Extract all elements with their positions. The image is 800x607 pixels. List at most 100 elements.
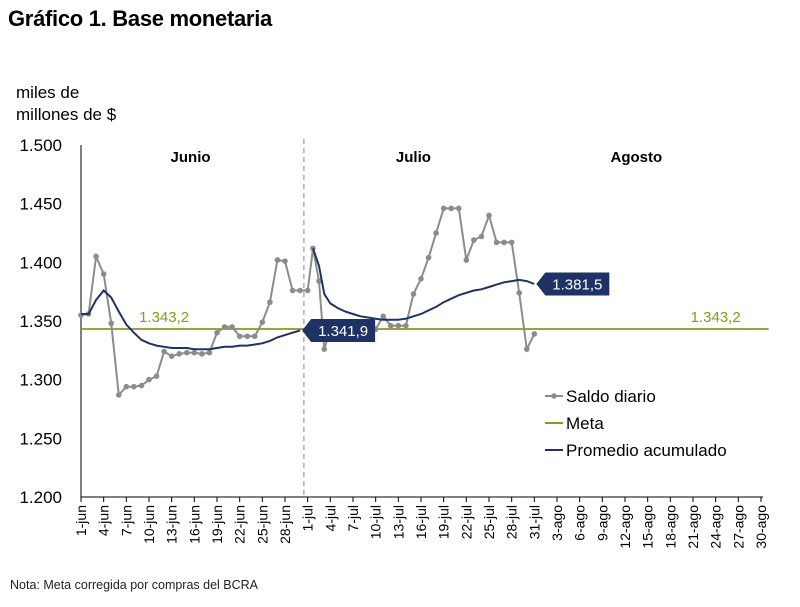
x-tick-label: 24-ago (708, 505, 724, 549)
saldo-diario-marker (493, 239, 500, 246)
x-tick-label: 21-ago (685, 505, 701, 549)
saldo-diario-marker (282, 258, 288, 264)
saldo-diario-marker (463, 257, 470, 263)
x-tick-label: 4-jun (96, 505, 112, 536)
saldo-diario-marker (387, 322, 394, 329)
y-tick-label: 1.500 (19, 136, 62, 155)
x-tick-label: 19-jun (209, 505, 225, 544)
saldo-diario-marker (297, 287, 303, 294)
saldo-diario-marker (259, 319, 266, 325)
saldo-diario-marker (168, 353, 175, 360)
saldo-diario-marker (531, 331, 538, 337)
saldo-diario-marker (478, 233, 485, 240)
x-tick-label: 30-ago (753, 505, 769, 549)
x-tick-label: 10-jun (141, 505, 157, 544)
x-tick-label: 18-ago (662, 505, 678, 549)
saldo-diario-marker (100, 271, 107, 277)
saldo-diario-marker (523, 346, 530, 352)
x-tick-label: 28-jul (504, 505, 520, 539)
y-tick-label: 1.450 (19, 195, 62, 214)
series-line-saldo-diario (80, 207, 536, 398)
y-tick-label: 1.200 (19, 488, 62, 507)
saldo-diario-marker (403, 322, 409, 329)
x-tick-label: 13-jul (390, 505, 406, 539)
x-tick-label: 19-jul (436, 505, 452, 539)
legend-label: Promedio acumulado (566, 441, 727, 460)
saldo-diario-marker (161, 348, 167, 355)
x-tick-label: 27-ago (730, 505, 746, 549)
saldo-diario-marker (321, 346, 328, 352)
y-axis-label: miles de millones de $ (16, 82, 116, 126)
x-tick-label: 22-jun (232, 505, 248, 544)
legend-label: Saldo diario (566, 387, 656, 406)
saldo-diario-marker (236, 333, 243, 340)
x-tick-label: 15-ago (640, 505, 656, 549)
saldo-diario-marker (448, 205, 455, 212)
saldo-diario-marker (486, 212, 492, 219)
month-label: Junio (171, 149, 211, 166)
legend-label: Meta (566, 414, 604, 433)
series-line-promedio-junio (81, 289, 301, 351)
x-tick-label: 16-jul (413, 505, 429, 539)
meta-value-label: 1.343,2 (139, 309, 189, 326)
saldo-diario-marker (191, 349, 198, 356)
x-tick-label: 22-jul (458, 505, 474, 539)
saldo-diario-marker (93, 253, 99, 260)
saldo-diario-marker (471, 237, 477, 243)
x-tick-label: 7-jun (118, 505, 134, 536)
saldo-diario-marker (508, 239, 515, 246)
month-label: Agosto (610, 149, 662, 166)
saldo-diario-marker (251, 333, 258, 340)
saldo-diario-marker (153, 373, 160, 379)
saldo-diario-marker (176, 351, 183, 357)
x-tick-label: 6-ago (572, 505, 588, 541)
saldo-diario-marker (410, 291, 417, 297)
value-callout-label: 1.381,5 (552, 277, 602, 294)
saldo-diario-marker (199, 351, 205, 357)
x-tick-label: 28-jun (277, 505, 293, 544)
saldo-diario-marker (433, 230, 439, 236)
x-tick-label: 4-jul (322, 505, 338, 531)
saldo-diario-marker (395, 322, 402, 329)
saldo-diario-marker (183, 349, 190, 356)
saldo-diario-marker (380, 313, 387, 320)
chart-title: Gráfico 1. Base monetaria (8, 6, 272, 31)
saldo-diario-marker (221, 324, 228, 330)
saldo-diario-marker (289, 287, 296, 294)
saldo-diario-marker (267, 299, 273, 306)
saldo-diario-marker (138, 382, 145, 389)
x-tick-label: 31-jul (526, 505, 542, 539)
x-tick-label: 9-ago (594, 505, 610, 541)
saldo-diario-marker (123, 383, 130, 390)
value-callout-label: 1.341,9 (318, 323, 368, 340)
value-callout-box (536, 272, 610, 296)
y-tick-label: 1.250 (19, 429, 62, 448)
x-tick-label: 3-ago (549, 505, 565, 541)
y-axis-label-line-2: millones de $ (16, 105, 117, 124)
saldo-diario-marker (146, 376, 152, 383)
saldo-diario-marker (501, 239, 507, 246)
saldo-diario-marker (418, 275, 424, 282)
saldo-diario-marker (229, 324, 235, 330)
x-tick-label: 7-jul (345, 505, 361, 531)
saldo-diario-marker (108, 320, 115, 327)
x-tick-label: 1-jul (300, 505, 316, 531)
x-tick-label: 13-jun (164, 505, 180, 544)
saldo-diario-marker (316, 278, 322, 284)
saldo-diario-marker (425, 254, 432, 261)
x-tick-label: 16-jun (186, 505, 202, 544)
value-callout-box (302, 319, 376, 343)
saldo-diario-marker (455, 205, 462, 212)
saldo-diario-marker (131, 383, 137, 390)
x-tick-label: 10-jul (368, 505, 384, 539)
month-label: Julio (396, 149, 431, 166)
saldo-diario-marker (214, 329, 220, 336)
x-tick-label: 25-jul (481, 505, 497, 539)
series-line-promedio-julio (312, 247, 535, 321)
y-tick-label: 1.350 (19, 312, 62, 331)
meta-value-label: 1.343,2 (691, 309, 741, 326)
saldo-diario-marker (440, 205, 447, 212)
x-tick-label: 25-jun (254, 505, 270, 544)
saldo-diario-marker (304, 287, 311, 294)
